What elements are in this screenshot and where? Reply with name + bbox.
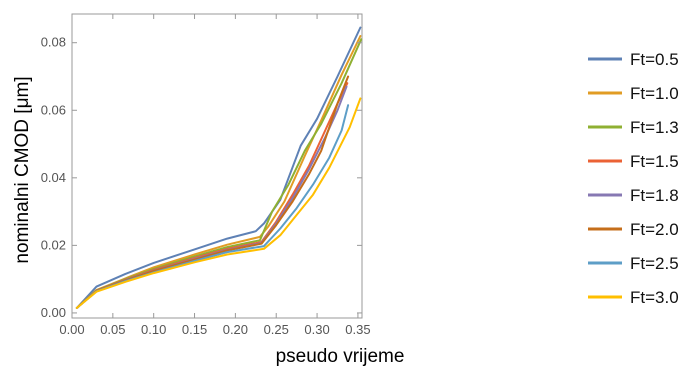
- y-tick-label: 0.08: [41, 35, 66, 50]
- y-tick-label: 0.04: [41, 170, 66, 185]
- legend-label: Ft=2.5: [630, 254, 679, 273]
- legend-label: Ft=2.0: [630, 220, 679, 239]
- legend-item: Ft=0.5: [588, 50, 679, 69]
- legend-label: Ft=3.0: [630, 288, 679, 307]
- legend-item: Ft=1.3: [588, 118, 679, 137]
- x-tick-label: 0.20: [223, 322, 248, 337]
- series-line-ft-1-8: [75, 85, 348, 309]
- legend-item: Ft=2.5: [588, 254, 679, 273]
- x-tick-label: 0.25: [264, 322, 289, 337]
- x-tick-label: 0.15: [182, 322, 207, 337]
- x-tick-label: 0.35: [345, 322, 370, 337]
- legend: Ft=0.5 Ft=1.0 Ft=1.3 Ft=1.5 Ft=1.8 Ft=2.0 Ft=2…: [588, 50, 679, 307]
- series-line-ft-1-5: [75, 82, 349, 309]
- series-line-ft-3-0: [75, 97, 362, 309]
- plot-frame: [71, 13, 363, 319]
- legend-item: Ft=2.0: [588, 220, 679, 239]
- legend-item: Ft=1.5: [588, 152, 679, 171]
- y-tick-label: 0.06: [41, 102, 66, 117]
- x-tick-label: 0.30: [304, 322, 329, 337]
- x-axis-title: pseudo vrijeme: [276, 346, 405, 367]
- x-tick-label: 0.10: [141, 322, 166, 337]
- legend-item: Ft=1.0: [588, 84, 679, 103]
- y-tick-label: 0.00: [41, 305, 66, 320]
- plot-area: [71, 13, 363, 319]
- axis-layer: 0.00 0.05 0.10 0.15 0.20 0.25 0.30 0.35 0.00 0.02…: [41, 14, 371, 337]
- x-tick-label: 0.05: [100, 322, 125, 337]
- legend-label: Ft=0.5: [630, 50, 679, 69]
- series-line-ft-1-0: [75, 35, 362, 309]
- series-layer: [75, 26, 363, 309]
- x-tick-label: 0.00: [59, 322, 84, 337]
- y-tick-label: 0.02: [41, 237, 66, 252]
- legend-label: Ft=1.3: [630, 118, 679, 137]
- y-axis-title: nominalni CMOD [μm]: [12, 76, 33, 263]
- legend-label: Ft=1.8: [630, 186, 679, 205]
- legend-label: Ft=1.5: [630, 152, 679, 171]
- legend-item: Ft=1.8: [588, 186, 679, 205]
- series-line-ft-0-5: [75, 26, 362, 309]
- legend-item: Ft=3.0: [588, 288, 679, 307]
- legend-label: Ft=1.0: [630, 84, 679, 103]
